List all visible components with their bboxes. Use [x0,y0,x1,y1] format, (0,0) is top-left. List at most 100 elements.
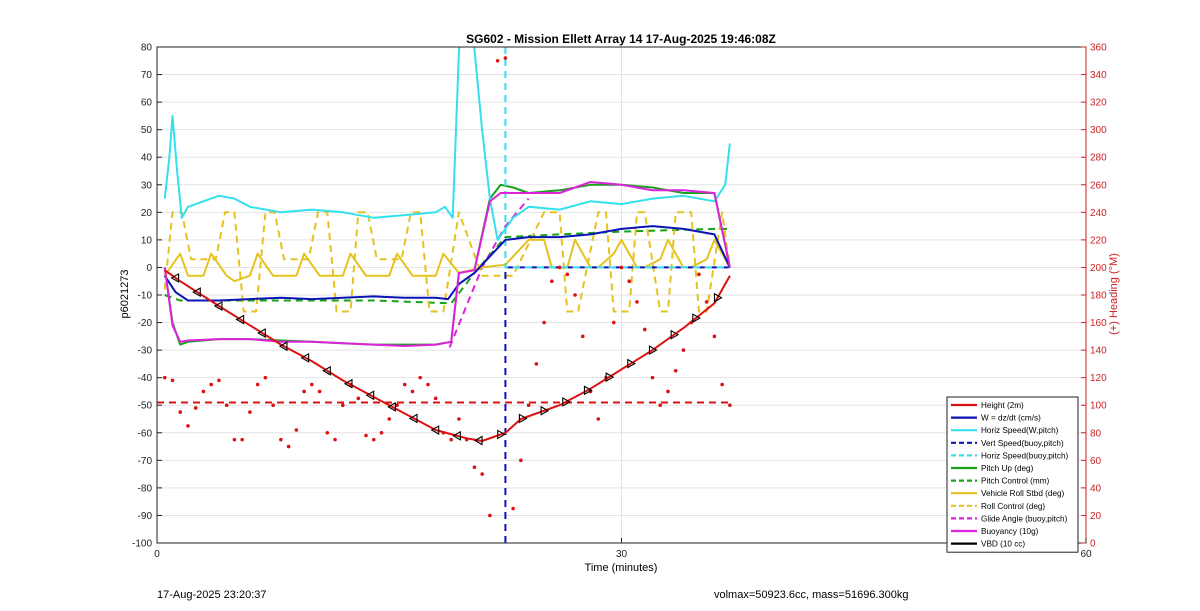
heading-point [410,389,415,394]
series-group [157,47,732,543]
y2-tick-label: 40 [1090,483,1102,494]
heading-point [271,403,275,408]
heading-point [232,437,237,442]
heading-point [201,389,206,394]
heading-point [550,279,554,284]
heading-point [627,279,632,284]
heading-point [178,410,183,414]
series-line-9 [448,197,530,348]
legend-label: VBD (10 cc) [981,540,1025,549]
heading-point [642,327,647,332]
y-tick-label: -80 [138,483,153,494]
height-marker [235,314,245,325]
volmax-mass-text: volmax=50923.6cc, mass=51696.300kg [714,589,909,601]
height-marker [192,287,201,298]
series-line-1 [163,225,731,302]
heading-point [472,465,477,470]
y-tick-label: -90 [138,511,153,522]
legend-label: Height (2m) [981,401,1024,410]
height-marker [170,272,180,283]
y2-tick-label: 80 [1090,428,1102,439]
heading-point [418,375,423,380]
heading-point [573,293,577,297]
y2-tick-label: 140 [1090,346,1107,357]
heading-point [255,382,260,387]
y-tick-label: 30 [141,180,153,191]
height-marker [497,429,506,440]
series-line-3 [504,266,730,543]
heading-point [565,272,570,277]
heading-point [379,430,384,435]
heading-point [449,437,453,442]
heading-point [371,437,376,442]
heading-point [480,472,484,476]
y2-tick-label: 220 [1090,235,1107,246]
heading-point [217,378,221,383]
legend-label: Buoyancy (10g) [981,527,1039,536]
y-tick-label: 20 [141,208,153,219]
heading-point [728,403,732,408]
height-marker [540,405,550,416]
y-tick-label: -60 [138,428,153,439]
heading-point [697,272,701,277]
heading-point [240,437,244,442]
y2-tick-label: 120 [1090,373,1107,384]
y-tick-label: 40 [141,153,153,164]
height-marker [713,292,723,303]
heading-point [348,382,353,387]
timestamp-text: 17-Aug-2025 23:20:37 [157,589,267,601]
heading-point [673,368,678,373]
height-marker [213,301,223,311]
x-tick-label: 0 [154,549,160,560]
legend-label: Roll Control (deg) [981,502,1045,511]
y2-tick-label: 200 [1090,263,1107,274]
y2-tick-label: 280 [1090,153,1107,164]
legend-label: Glide Angle (buoy,pitch) [981,514,1068,523]
x-axis-label: Time (minutes) [585,562,658,574]
heading-point [519,458,523,463]
heading-point [402,382,407,387]
heading-point [542,320,546,325]
legend: Height (2m) W = dz/dt (cm/s) Horiz Speed(W… [946,396,1079,553]
heading-point [704,300,709,304]
y2-tick-label: 20 [1090,511,1102,522]
heading-point [387,417,392,421]
legend-label: Vehicle Roll Stbd (deg) [981,489,1065,498]
heading-point [433,396,438,401]
heading-point [580,334,585,339]
height-marker [473,435,483,446]
y-tick-label: -40 [138,373,153,384]
height-marker [627,358,636,369]
heading-point [302,389,306,394]
x-tick-label: 60 [1080,549,1092,560]
height-marker [605,372,615,383]
heading-point [170,378,175,383]
heading-point [689,320,693,325]
height-marker [562,396,571,407]
heading-point [619,265,624,270]
y-axis-label: p6021273 [119,270,131,319]
heading-point [325,430,330,435]
y-tick-label: -20 [138,318,153,329]
height-marker [257,328,266,338]
y2-tick-label: 320 [1090,98,1107,109]
heading-point [263,375,268,380]
heading-point [488,513,492,518]
heading-point [511,506,515,511]
y2-tick-label: 240 [1090,208,1107,219]
y-tick-label: -10 [138,291,153,302]
heading-point [441,430,446,435]
heading-point [557,265,562,270]
y2-tick-label: 100 [1090,401,1107,412]
heading-point [294,428,299,432]
height-marker [408,413,418,424]
series-line-10 [163,181,731,347]
height-marker [300,352,310,363]
height-marker [365,390,375,401]
heading-point [356,396,361,401]
heading-point [317,389,322,394]
legend-label: Vert Speed(buoy,pitch) [981,439,1064,448]
height-marker [692,313,701,324]
y2-tick-label: 60 [1090,456,1102,467]
y2-tick-label: 0 [1090,539,1096,550]
